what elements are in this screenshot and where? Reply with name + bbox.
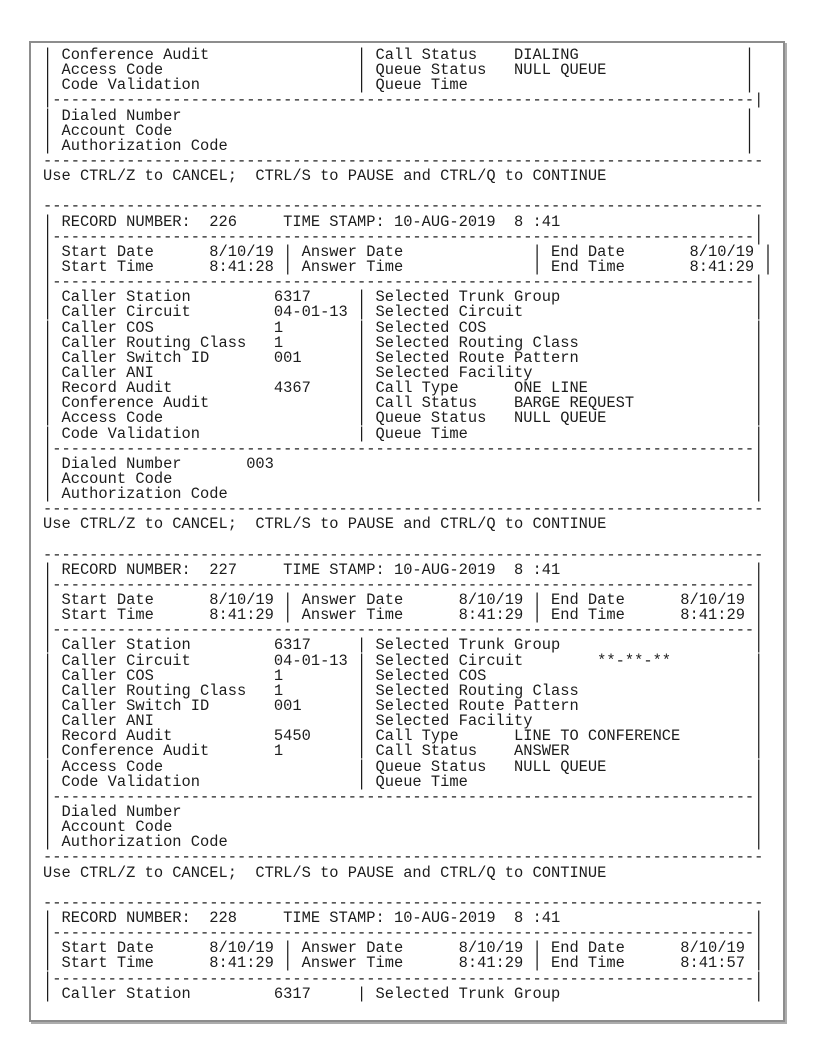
screen-line: ----------------------------------------… bbox=[43, 893, 764, 912]
screen-line: | Record Audit 5450 | Call Type LINE TO … bbox=[43, 727, 764, 746]
screen-line: ----------------------------------------… bbox=[43, 848, 764, 867]
screen-line: ----------------------------------------… bbox=[43, 197, 764, 216]
screen-line: | Caller ANI | Selected Facility | bbox=[43, 712, 764, 731]
screen-line: | Authorization Code | bbox=[43, 833, 764, 852]
screen-line: | Access Code | Queue Status NULL QUEUE … bbox=[43, 409, 764, 428]
screen-line: | Start Date 8/10/19 | Answer Date 8/10/… bbox=[43, 591, 764, 610]
screen-line: | RECORD NUMBER: 226 TIME STAMP: 10-AUG-… bbox=[43, 212, 764, 231]
screen-line: | Account Code | bbox=[43, 469, 764, 488]
screen-line: | Conference Audit 1 | Call Status ANSWE… bbox=[43, 742, 764, 761]
screen-line: Use CTRL/Z to CANCEL; CTRL/S to PAUSE an… bbox=[43, 167, 607, 186]
terminal-output: | Conference Audit | Call Status DIALING… bbox=[43, 46, 783, 1003]
screen-line: |---------------------------------------… bbox=[43, 273, 764, 292]
screen-line: | RECORD NUMBER: 228 TIME STAMP: 10-AUG-… bbox=[43, 909, 764, 928]
screen-line: | Caller Circuit 04-01-13 | Selected Cir… bbox=[43, 651, 764, 670]
screen-line: |---------------------------------------… bbox=[43, 575, 764, 594]
screen-line: | Start Date 8/10/19 | Answer Date 8/10/… bbox=[43, 939, 764, 958]
screen-line: | Access Code | Queue Status NULL QUEUE … bbox=[43, 61, 755, 80]
screen-line: |---------------------------------------… bbox=[43, 439, 764, 458]
screen-line: | Dialed Number 003 | bbox=[43, 454, 764, 473]
screen-line: | Conference Audit | Call Status BARGE R… bbox=[43, 394, 764, 413]
screen-line: | Caller Switch ID 001 | Selected Route … bbox=[43, 348, 764, 367]
screen-line: | Caller Routing Class 1 | Selected Rout… bbox=[43, 681, 764, 700]
screen-line: | Caller ANI | Selected Facility | bbox=[43, 363, 764, 382]
screen-line: ----------------------------------------… bbox=[43, 500, 764, 519]
screen-line: |---------------------------------------… bbox=[43, 227, 764, 246]
screen-line: | Caller Switch ID 001 | Selected Route … bbox=[43, 697, 764, 716]
screen-line: | Caller Station 6317 | Selected Trunk G… bbox=[43, 984, 764, 1003]
screen-line: | Account Code | bbox=[43, 818, 764, 837]
screen-line: ----------------------------------------… bbox=[43, 151, 764, 170]
screen-line: | Start Time 8:41:29 | Answer Time 8:41:… bbox=[43, 606, 764, 625]
screen-line: | Code Validation | Queue Time | bbox=[43, 76, 755, 95]
screen-line: | Caller Circuit 04-01-13 | Selected Cir… bbox=[43, 303, 764, 322]
screen-line: | Caller Station 6317 | Selected Trunk G… bbox=[43, 636, 764, 655]
screen-line: |---------------------------------------… bbox=[43, 787, 764, 806]
screen-line: | Start Time 8:41:29 | Answer Time 8:41:… bbox=[43, 954, 764, 973]
screen-line: | Code Validation | Queue Time | bbox=[43, 772, 764, 791]
screen-line: | Account Code | bbox=[43, 121, 755, 140]
screen-line: |---------------------------------------… bbox=[43, 621, 764, 640]
screen-line: | Start Time 8:41:28 | Answer Time | End… bbox=[43, 257, 773, 276]
screen-line: | Access Code | Queue Status NULL QUEUE … bbox=[43, 757, 764, 776]
screen-line: | Caller Routing Class 1 | Selected Rout… bbox=[43, 333, 764, 352]
screen-line: |---------------------------------------… bbox=[43, 91, 764, 110]
screen-line: | Caller Station 6317 | Selected Trunk G… bbox=[43, 288, 764, 307]
screen-line: | Authorization Code | bbox=[43, 136, 755, 155]
screen-line: ----------------------------------------… bbox=[43, 545, 764, 564]
screen-line: | Record Audit 4367 | Call Type ONE LINE… bbox=[43, 379, 764, 398]
screen-line: | RECORD NUMBER: 227 TIME STAMP: 10-AUG-… bbox=[43, 560, 764, 579]
screen-line: Use CTRL/Z to CANCEL; CTRL/S to PAUSE an… bbox=[43, 863, 607, 882]
screen-line: | Dialed Number | bbox=[43, 106, 755, 125]
screen-line: | Start Date 8/10/19 | Answer Date | End… bbox=[43, 242, 773, 261]
screen-line: | Caller COS 1 | Selected COS | bbox=[43, 318, 764, 337]
screen-line: |---------------------------------------… bbox=[43, 924, 764, 943]
screen-line: | Caller COS 1 | Selected COS | bbox=[43, 666, 764, 685]
screen-line: | Authorization Code | bbox=[43, 485, 764, 504]
screen-line: Use CTRL/Z to CANCEL; CTRL/S to PAUSE an… bbox=[43, 515, 607, 534]
screen-line: | Code Validation | Queue Time | bbox=[43, 424, 764, 443]
page-frame: | Conference Audit | Call Status DIALING… bbox=[29, 41, 785, 1022]
screen-line: |---------------------------------------… bbox=[43, 969, 764, 988]
screen-line: | Conference Audit | Call Status DIALING… bbox=[43, 46, 755, 64]
screen-line: | Dialed Number | bbox=[43, 803, 764, 822]
